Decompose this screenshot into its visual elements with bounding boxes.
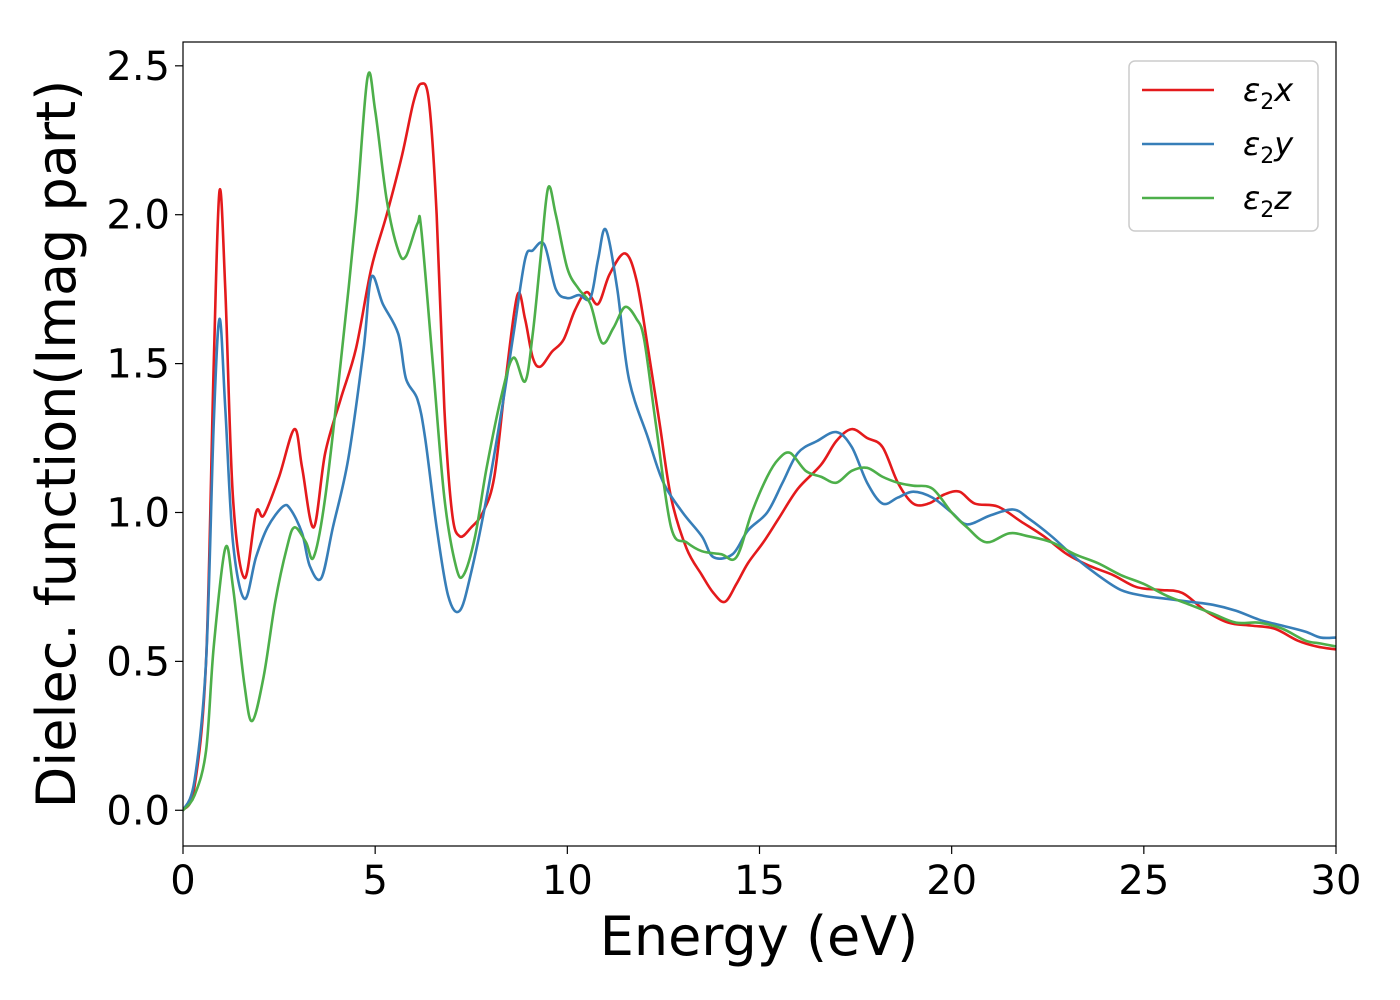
y-tick-label: 2.5 — [106, 44, 170, 90]
legend-label-z: ε2z — [1243, 179, 1292, 223]
x-tick-label: 5 — [362, 858, 387, 904]
y-axis: 0.0 0.5 1.0 1.5 2.0 2.5 — [106, 44, 183, 834]
x-tick-label: 25 — [1118, 858, 1169, 904]
x-tick-label: 15 — [734, 858, 785, 904]
series-layer — [183, 71, 1336, 812]
y-tick-label: 0.5 — [106, 639, 170, 685]
y-tick-label: 1.5 — [106, 342, 170, 388]
legend-box — [1128, 60, 1319, 232]
series-line-x — [183, 82, 1336, 812]
series-line-y — [183, 227, 1336, 812]
y-tick-label: 0.0 — [106, 788, 170, 834]
x-tick-label: 0 — [170, 858, 195, 904]
x-tick-label: 20 — [926, 858, 977, 904]
x-tick-label: 10 — [542, 858, 593, 904]
y-tick-label: 2.0 — [106, 193, 170, 239]
x-axis-title: Energy (eV) — [600, 905, 919, 968]
legend: ε2x ε2y ε2z — [1128, 60, 1319, 232]
y-tick-label: 1.0 — [106, 490, 170, 536]
legend-label-y: ε2y — [1243, 125, 1294, 169]
legend-label-x: ε2x — [1243, 71, 1294, 115]
series-line-z — [183, 71, 1336, 812]
x-axis: 0 5 10 15 20 25 30 — [170, 846, 1361, 904]
y-axis-title: Dielec. function(Imag part) — [25, 80, 88, 809]
x-tick-label: 30 — [1311, 858, 1362, 904]
legend-items: ε2x ε2y ε2z — [1142, 71, 1294, 223]
